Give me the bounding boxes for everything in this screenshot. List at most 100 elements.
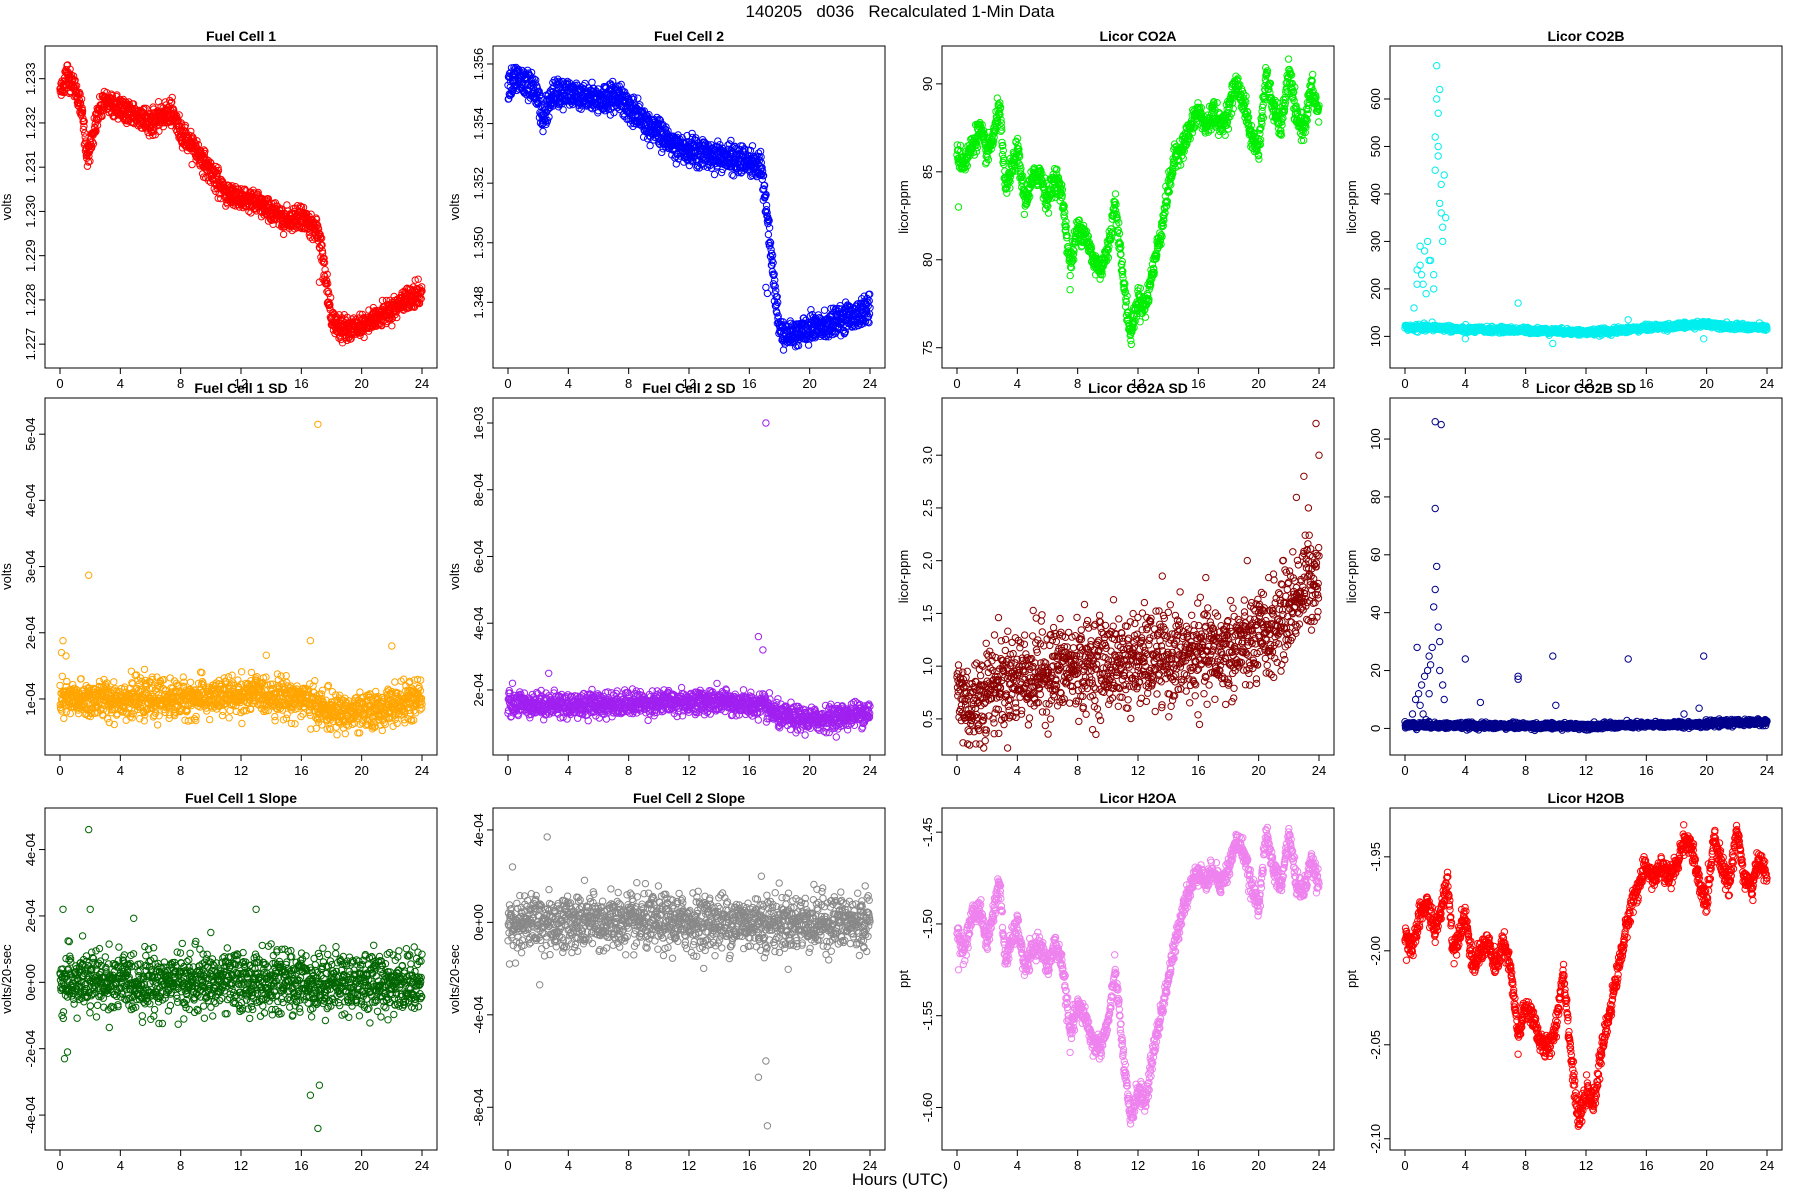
y-tick-label: 75 (920, 340, 935, 354)
data-point (418, 287, 426, 295)
data-point (201, 147, 209, 156)
figure-title: 140205 d036 Recalculated 1-Min Data (745, 2, 1055, 21)
data-point (327, 293, 335, 302)
x-tick-label: 0 (1401, 376, 1408, 391)
data-point (78, 106, 87, 115)
data-points (504, 63, 874, 354)
data-point (247, 188, 255, 197)
data-point (217, 194, 225, 203)
y-axis-label: licor-ppm (1344, 180, 1359, 233)
x-tick-label: 24 (1760, 376, 1774, 391)
data-points (56, 61, 426, 347)
x-tick-label: 16 (1191, 376, 1205, 391)
x-tick-label: 8 (1522, 376, 1529, 391)
data-point (317, 234, 326, 242)
data-point (320, 258, 329, 267)
data-point (414, 275, 422, 283)
x-tick-label: 12 (234, 376, 248, 391)
data-point (360, 333, 368, 342)
y-tick-label: 1.232 (23, 107, 38, 140)
data-point (79, 125, 88, 134)
y-tick-label: 90 (920, 77, 935, 91)
data-point (1284, 55, 1293, 63)
x-tick-label: 20 (1699, 376, 1713, 391)
y-tick-label: 400 (1368, 183, 1383, 205)
data-point (69, 72, 78, 80)
data-point (418, 283, 426, 291)
data-point (762, 201, 771, 210)
y-tick-label: 1.227 (23, 328, 38, 361)
data-point (85, 152, 93, 160)
data-point (372, 322, 380, 330)
x-tick-label: 4 (117, 376, 124, 391)
y-tick-label: 1.230 (23, 195, 38, 228)
data-points (1401, 61, 1771, 348)
data-point (76, 90, 84, 99)
y-tick-label: 1.228 (23, 284, 38, 317)
x-tick-label: 8 (177, 376, 184, 391)
data-point (214, 164, 222, 172)
data-point (77, 95, 86, 103)
data-point (172, 113, 180, 121)
data-point (820, 306, 829, 314)
data-point (129, 100, 138, 108)
y-tick-label: 1.356 (471, 48, 486, 81)
y-axis-label: licor-ppm (896, 180, 911, 233)
x-tick-label: 8 (1074, 376, 1081, 391)
data-point (710, 170, 719, 179)
panel-title: Fuel Cell 2 (654, 28, 724, 44)
data-point (279, 230, 288, 239)
outlier-point (762, 283, 770, 292)
data-point (411, 276, 419, 284)
data-point (91, 124, 99, 132)
data-point (108, 92, 117, 100)
y-tick-label: 1.231 (23, 151, 38, 184)
x-tick-label: 8 (625, 376, 632, 391)
data-point (365, 327, 373, 335)
data-point (319, 258, 328, 266)
panel-title: Fuel Cell 1 (206, 28, 276, 44)
outlier-point (763, 289, 772, 298)
data-point (634, 94, 642, 102)
x-tick-label: 16 (1639, 376, 1653, 391)
data-point (393, 313, 401, 322)
outlier-point (1066, 286, 1074, 294)
plot-frame (1389, 45, 1783, 369)
data-point (140, 104, 148, 113)
y-axis-label: volts (0, 193, 14, 220)
data-point (168, 93, 176, 102)
outlier-point (954, 203, 963, 211)
x-tick-label: 16 (294, 376, 308, 391)
data-point (1315, 118, 1323, 126)
data-point (71, 76, 79, 85)
x-tick-label: 20 (354, 376, 368, 391)
x-tick-label: 20 (802, 376, 816, 391)
data-point (86, 157, 94, 166)
data-point (505, 95, 513, 103)
data-point (1066, 271, 1074, 280)
x-tick-label: 4 (565, 376, 572, 391)
data-point (170, 106, 178, 115)
data-point (779, 346, 788, 354)
data-point (1309, 70, 1317, 79)
x-tick-label: 0 (56, 376, 63, 391)
data-point (78, 109, 87, 117)
data-point (78, 104, 86, 112)
x-tick-label: 4 (1462, 376, 1469, 391)
y-tick-label: 100 (1368, 326, 1383, 348)
x-tick-label: 0 (504, 376, 511, 391)
data-point (307, 210, 315, 218)
data-point (320, 254, 328, 262)
data-point (765, 224, 774, 232)
x-tick-label: 0 (953, 376, 960, 391)
panel-0: Fuel Cell 10 4 8 12 16 20 241.2271.2281.2291.2… (0, 28, 438, 391)
data-point (318, 249, 327, 258)
data-point (321, 266, 329, 274)
data-point (588, 78, 596, 87)
x-tick-label: 24 (863, 376, 877, 391)
data-point (93, 121, 102, 130)
data-point (89, 140, 98, 148)
